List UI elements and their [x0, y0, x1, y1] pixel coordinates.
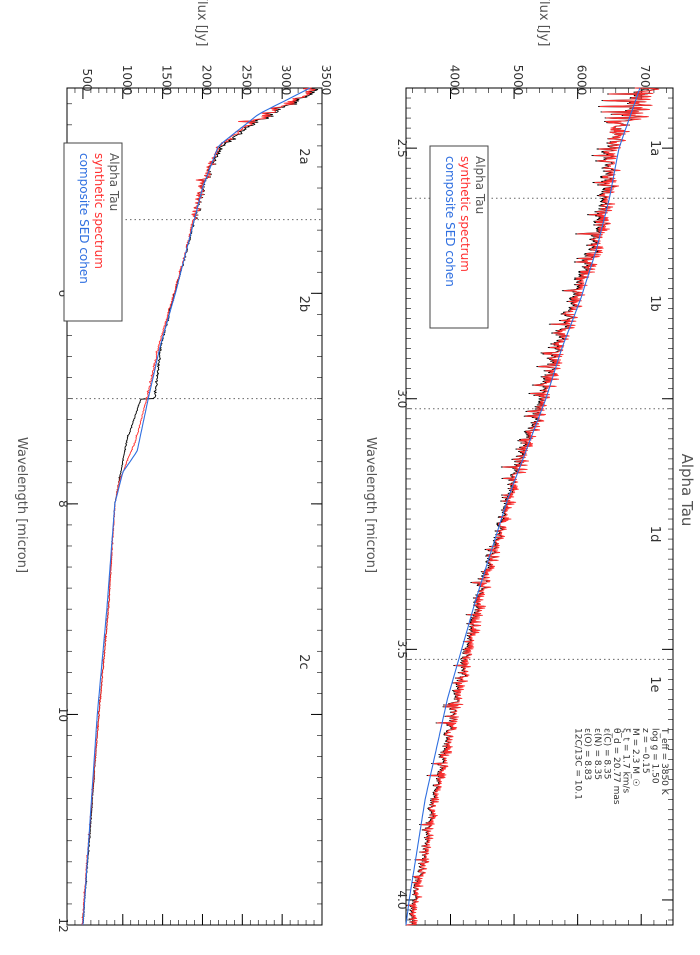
- panel2-legend-box: [63, 142, 123, 322]
- panel1-band-label: 1d: [647, 526, 662, 543]
- panel2-y-tick-label: 3000: [279, 65, 293, 96]
- panel2-legend-observed: Alpha Tau: [107, 153, 121, 211]
- panel1-legend-box: [429, 145, 489, 329]
- panel1-legend-cohen: composite SED cohen: [443, 156, 457, 287]
- panel1-y-tick-label: 4000: [448, 65, 462, 96]
- panel1-band-label: 1e: [647, 676, 662, 692]
- panel2-x-tick-label: 10: [56, 707, 70, 722]
- param-logg: log g = 1.50: [649, 728, 659, 784]
- panel1-legend-synthetic: synthetic spectrum: [458, 156, 472, 272]
- panel2-y-tick-label: 1500: [160, 65, 174, 96]
- panel2-y-tick-label: 3500: [319, 65, 333, 96]
- panel1-band-label: 1a: [647, 140, 662, 156]
- panel2-band-label: 2b: [296, 296, 311, 313]
- panel2-y-axis-label: Flux [Jy]: [194, 0, 209, 46]
- panel1-y-tick-label: 5000: [511, 65, 525, 96]
- panel1-x-tick-label: 3.5: [395, 640, 409, 659]
- param-mass: M = 2.3 M_☉: [630, 728, 640, 787]
- panel2-x-axis-label: Wavelength [micron]: [14, 437, 29, 573]
- panel2-cohen-sed-line: [82, 87, 311, 926]
- panel1-x-axis-label: Wavelength [micron]: [363, 437, 378, 573]
- panel2-y-tick-label: 1000: [120, 65, 134, 96]
- param-eps-c: ε(C) = 8.35: [601, 728, 611, 779]
- panel1-legend-observed: Alpha Tau: [473, 156, 487, 214]
- param-eps-o: ε(O) = 8.83: [582, 728, 592, 780]
- param-teff: T_eff = 3850 K: [659, 727, 669, 796]
- param-z: z = −0.15: [640, 728, 650, 774]
- param-angular-diameter: θ_d = 20.77 mas: [611, 728, 621, 805]
- panel1-y-tick-label: 6000: [575, 65, 589, 96]
- param-isotope-ratio: 12C/13C = 10.1: [573, 728, 583, 800]
- panel2-y-tick-label: 2000: [199, 65, 213, 96]
- panel2-legend-synthetic: synthetic spectrum: [92, 153, 106, 269]
- panel2-y-tick-label: 500: [80, 69, 94, 92]
- panel2-x-tick-label: 6: [56, 289, 70, 297]
- panel2-legend-cohen: composite SED cohen: [77, 153, 91, 284]
- chart-marks: 2.5 3.0 3.5 4.0 4000 5000 6000 7000 1a 1b 1d 1e 6 8 10…: [56, 65, 674, 933]
- panel1-y-tick-label: 7000: [638, 65, 652, 96]
- panel1-band-label: 1b: [647, 295, 662, 312]
- panel1-x-tick-label: 3.0: [395, 389, 409, 408]
- param-eps-n: ε(N) = 8.35: [592, 728, 602, 780]
- chart-title: Alpha Tau: [678, 454, 696, 527]
- panel2-y-tick-label: 2500: [239, 65, 253, 96]
- panel2-x-tick-label: 8: [56, 500, 70, 508]
- panel1-y-axis-label: Flux [Jy]: [536, 0, 551, 46]
- panel1-x-tick-label: 2.5: [395, 139, 409, 158]
- param-microturbulence: ξ_t = 1.7 km/s: [621, 728, 631, 793]
- panel2-band-label: 2a: [296, 148, 311, 164]
- panel2-band-label: 2c: [296, 654, 311, 669]
- panel1-cohen-sed-line: [405, 87, 641, 926]
- panel2-x-tick-label: 12: [56, 917, 70, 932]
- panel1-x-tick-label: 4.0: [395, 890, 409, 909]
